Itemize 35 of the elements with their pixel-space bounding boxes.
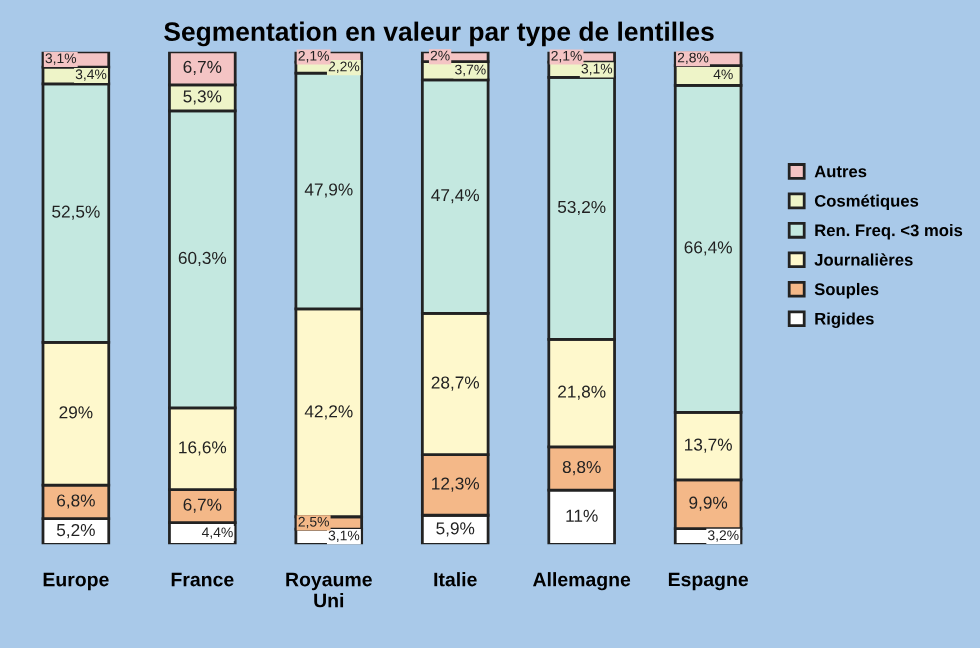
data-label: 8,8% (562, 460, 601, 476)
data-label: 13,7% (685, 438, 732, 453)
data-label: 5,3% (183, 90, 222, 105)
data-label: 21,8% (558, 385, 606, 400)
legend-label: Rigides (815, 312, 874, 328)
data-label: 42,2% (304, 405, 353, 420)
x-tick-label: Allemagne (533, 572, 631, 591)
chart-title: Segmentation en valeur par type de lentilles (164, 21, 714, 47)
data-label: 6,7% (183, 498, 222, 513)
data-label: 16,6% (179, 441, 227, 456)
data-label: 6,8% (57, 494, 95, 509)
data-label: 28,7% (431, 376, 480, 391)
data-label: 5,2% (56, 523, 95, 539)
x-tick-label: France (171, 572, 234, 587)
x-tick-label: Espagne (668, 572, 748, 591)
data-label: 52,5% (52, 205, 100, 220)
legend-label: Souples (814, 282, 879, 299)
data-label: 6,7% (183, 60, 222, 75)
data-label: 11% (566, 509, 598, 522)
data-label: 5,9% (436, 522, 475, 537)
legend-label: Autres (814, 165, 867, 178)
data-label: 60,3% (178, 251, 227, 267)
data-label: 66,4% (684, 241, 732, 256)
legend-label: Journalières (814, 253, 913, 266)
data-label: 9,9% (689, 496, 728, 511)
data-label: 47,9% (304, 183, 353, 198)
x-tick-label: Europe (43, 572, 109, 591)
legend-label: Cosmétiques (814, 194, 919, 211)
data-label: 29% (59, 406, 93, 419)
x-tick-label: Royaume Uni (286, 572, 372, 608)
x-tick-label: Italie (434, 572, 477, 587)
data-label: 47,4% (431, 189, 480, 204)
legend-label: Ren. Freq. <3 mois (815, 224, 963, 240)
data-label: 12,3% (432, 477, 480, 492)
data-label: 53,2% (557, 200, 606, 216)
